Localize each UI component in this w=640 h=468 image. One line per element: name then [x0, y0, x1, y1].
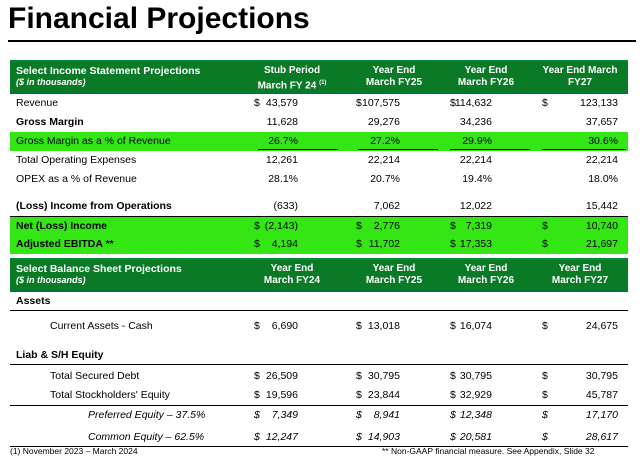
table-row: OPEX as a % of Revenue 28.1% 20.7% 19.4%…: [16, 173, 618, 185]
table-row: Total Stockholders' Equity $19,596 $23,8…: [50, 389, 618, 401]
spacer: [10, 189, 628, 197]
section-liabilities: Liab & S/H Equity: [10, 346, 628, 365]
table-row: Gross Margin 11,628 29,276 34,236 37,657: [16, 116, 618, 128]
table-row-highlight: Adjusted EBITDA ** $4,194 $11,702 $17,35…: [10, 235, 628, 254]
table-row: Common Equity – 62.5% $12,247 $14,903 $2…: [10, 428, 628, 447]
rule: [358, 149, 438, 150]
table-row: Total Secured Debt $26,509 $30,795 $30,7…: [50, 370, 618, 382]
income-col-2: Year End March FY25: [365, 65, 423, 88]
income-header-label: Select Income Statement Projections: [16, 65, 201, 77]
income-header-sub: ($ in thousands): [16, 77, 86, 87]
rule: [542, 149, 626, 150]
table-row: Revenue $43,579 $107,575 $114,632 $123,1…: [16, 97, 618, 109]
table-row: Current Assets - Cash $6,690 $13,018 $16…: [50, 320, 618, 332]
income-col-3: Year End March FY26: [457, 65, 515, 88]
balance-header: Select Balance Sheet Projections ($ in t…: [10, 258, 628, 292]
balance-col-3: Year End March FY26: [457, 263, 515, 286]
balance-col-2: Year End March FY25: [365, 263, 423, 286]
income-col-1: Stub Period March FY 24 (1): [257, 65, 327, 92]
table-row-highlight: Net (Loss) Income $ (2,143) $2,776 $7,319…: [10, 216, 628, 235]
table-row: Preferred Equity – 37.5% $7,349 $8,941 $…: [10, 405, 628, 424]
income-statement-table: Select Income Statement Projections ($ i…: [10, 60, 628, 254]
balance-col-1: Year End March FY24: [263, 263, 321, 286]
table-row: Total Operating Expenses 12,261 22,214 2…: [16, 154, 618, 166]
footnote-left: (1) November 2023 – March 2024: [10, 446, 138, 456]
table-row-highlight: Gross Margin as a % of Revenue 26.7% 27.…: [10, 132, 628, 151]
table-row: (Loss) Income from Operations (633) 7,06…: [16, 200, 618, 212]
section-assets: Assets: [10, 292, 628, 311]
rule: [450, 149, 530, 150]
income-col-4: Year End March FY27: [542, 65, 618, 88]
income-header: Select Income Statement Projections ($ i…: [10, 60, 628, 94]
balance-col-4: Year End March FY27: [551, 263, 609, 286]
balance-header-sub: ($ in thousands): [16, 275, 86, 285]
balance-sheet-table: Select Balance Sheet Projections ($ in t…: [10, 258, 628, 447]
rule: [258, 149, 338, 150]
footnote-right: ** Non-GAAP financial measure. See Appen…: [382, 446, 595, 456]
title-underline: [8, 40, 636, 42]
balance-header-label: Select Balance Sheet Projections: [16, 263, 182, 275]
page-title: Financial Projections: [8, 2, 310, 35]
